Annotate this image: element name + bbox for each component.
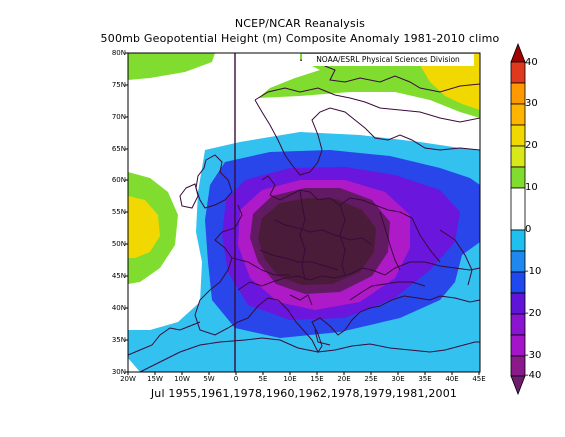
colorbar-segment-20-30 [510,82,526,105]
lon-label-30e: 30E [391,375,405,383]
title-line-1: NCEP/NCAR Reanalysis [234,17,366,30]
lon-label-25e: 25E [364,375,378,383]
lon-label-5w: 5W [203,375,215,383]
axis-ticks [125,52,480,375]
colorbar-segment-bottom-arrow [510,375,526,396]
colorbar-label-10: 10 [525,182,538,193]
lat-label-80n: 80N [111,49,126,57]
colorbar-segment-minus30b [510,334,526,357]
colorbar-label-40: 40 [525,57,538,68]
colorbar-label-minus20: -20 [525,308,542,319]
lon-label-10e: 10E [283,375,297,383]
lon-label-40e: 40E [445,375,459,383]
date-list-caption: Jul 1955,1961,1978,1960,1962,1978,1979,1… [150,387,458,400]
title-line-2: 500mb Geopotential Height (m) Composite … [100,32,500,45]
lat-label-40n: 40N [111,304,126,312]
lat-label-50n: 50N [111,240,126,248]
colorbar-label-minus10: -10 [525,266,542,277]
lat-label-65n: 65N [111,145,126,153]
colorbar-segment-30-40 [510,61,526,84]
lon-label-10w: 10W [174,375,190,383]
colorbar-label-20: 20 [525,140,538,151]
map-plot-area [128,53,480,372]
positive-anomaly-ne-yellow [420,53,480,110]
lat-label-45n: 45N [111,272,126,280]
coastlines [128,59,480,372]
lat-label-75n: 75N [111,81,126,89]
lat-label-30n: 30N [111,368,126,376]
positive-anomaly-north [128,53,215,80]
lat-label-70n: 70N [111,113,126,121]
colorbar-label-minus30: -30 [525,350,542,361]
colorbar-label-0: 0 [525,224,532,235]
colorbar [510,42,526,396]
credit-label: NOAA/ESRL Physical Sciences Division [302,54,474,66]
colorbar-segment-minus10 [510,229,526,252]
colorbar-segment-10-20b [510,145,526,168]
lon-label-0: 0 [233,375,239,383]
lon-label-5e: 5E [258,375,268,383]
colorbar-segment-top-arrow [510,42,526,63]
colorbar-label-minus40: -40 [525,370,542,381]
lon-label-15e: 15E [310,375,324,383]
lon-label-35e: 35E [418,375,432,383]
colorbar-segment-20-30b [510,103,526,126]
negative-anomaly-min [258,198,376,285]
lon-label-20w: 20W [120,375,136,383]
colorbar-segment-minus20b [510,292,526,315]
colorbar-segment-minus10b [510,250,526,273]
lon-label-20e: 20E [337,375,351,383]
lat-label-60n: 60N [111,176,126,184]
colorbar-segment-minus20 [510,271,526,294]
lon-label-15w: 15W [147,375,163,383]
colorbar-segment-0-10 [510,166,526,189]
colorbar-segment-10-20 [510,124,526,147]
lon-label-45e: 45E [472,375,486,383]
colorbar-label-30: 30 [525,98,538,109]
colorbar-segment-minus40 [510,355,526,377]
colorbar-segment-neutral [510,187,526,231]
colorbar-segment-minus30 [510,313,526,336]
positive-anomaly-west-yellow [128,196,160,258]
lat-label-55n: 55N [111,208,126,216]
lat-label-35n: 35N [111,336,126,344]
